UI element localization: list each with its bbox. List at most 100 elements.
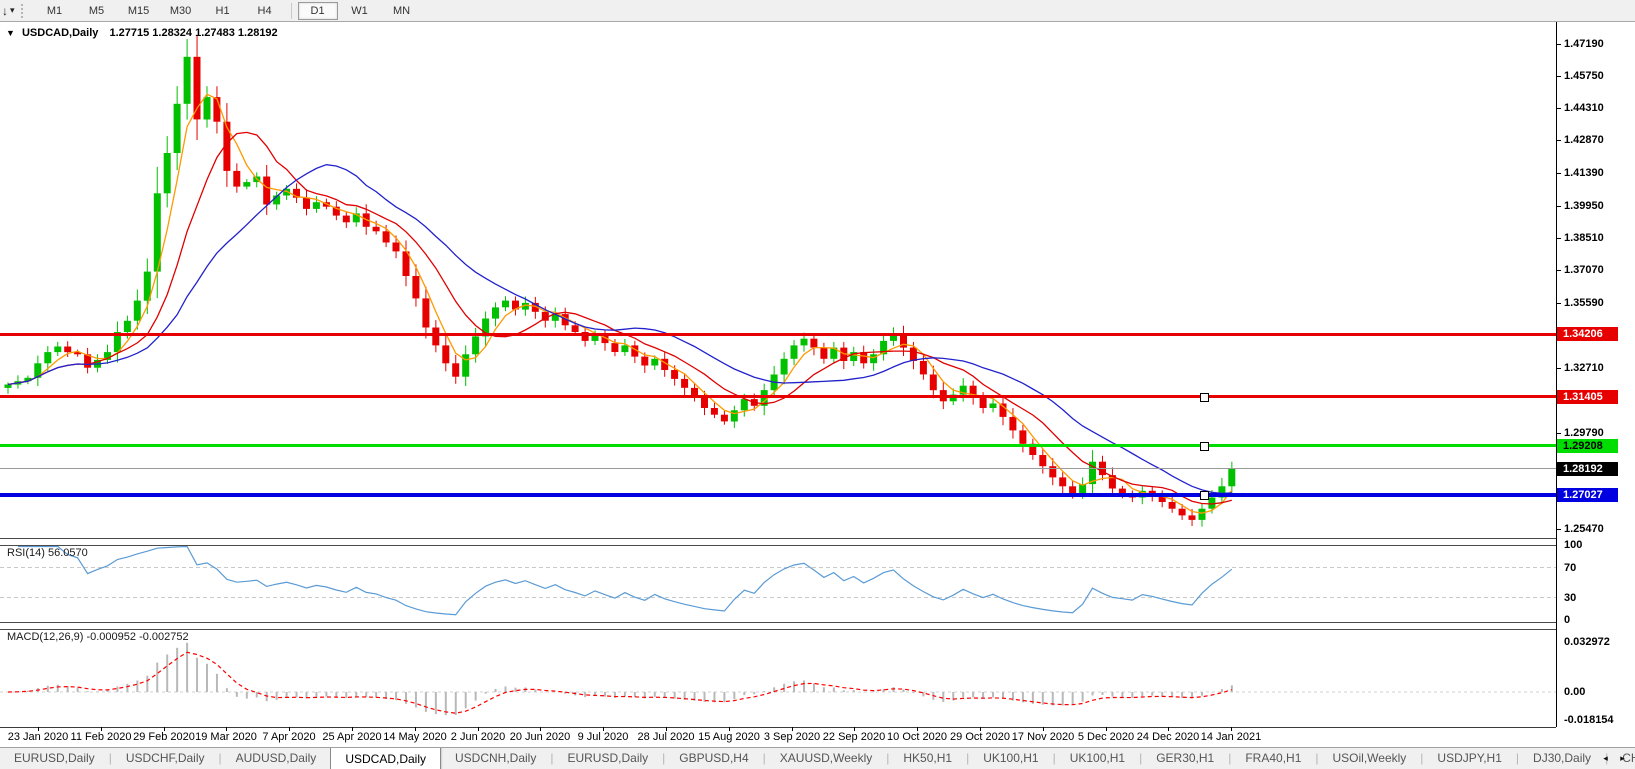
line-anchor-handle[interactable] bbox=[1200, 491, 1209, 500]
tab-separator: | bbox=[1315, 751, 1319, 765]
timeframe-button-h4[interactable]: H4 bbox=[257, 4, 272, 17]
axis-tick-mark bbox=[1557, 44, 1561, 45]
rsi-pane-canvas[interactable] bbox=[0, 545, 1556, 622]
tab-fra40-h1[interactable]: FRA40,H1 bbox=[1245, 751, 1302, 765]
date-label: 3 Sep 2020 bbox=[763, 731, 821, 743]
tab-separator: | bbox=[218, 751, 222, 765]
date-tick-mark bbox=[1231, 727, 1232, 731]
date-label: 5 Dec 2020 bbox=[1077, 731, 1135, 743]
axis-tick-mark bbox=[1557, 368, 1561, 369]
current-price-line-1.28192[interactable] bbox=[0, 468, 1556, 469]
horizontal-line-1.29208[interactable] bbox=[0, 444, 1556, 447]
tab-usdcad-daily[interactable]: USDCAD,Daily bbox=[330, 748, 441, 769]
collapse-triangle-icon[interactable]: ▼ bbox=[6, 28, 15, 38]
axis-tick-mark bbox=[1557, 303, 1561, 304]
tab-usdcnh-daily[interactable]: USDCNH,Daily bbox=[455, 751, 537, 765]
horizontal-line-1.31405[interactable] bbox=[0, 395, 1556, 398]
tab-china300-h1[interactable]: CHINA300,H1 bbox=[1622, 751, 1635, 765]
date-tick-mark bbox=[478, 727, 479, 731]
price-chart-canvas[interactable] bbox=[0, 22, 1556, 538]
date-label: 22 Sep 2020 bbox=[822, 731, 886, 743]
price-tick-label: 1.45750 bbox=[1564, 70, 1604, 82]
tab-separator: | bbox=[1052, 751, 1056, 765]
date-tick-mark bbox=[1168, 727, 1169, 731]
timeframe-button-mn[interactable]: MN bbox=[392, 4, 411, 17]
date-label: 11 Feb 2020 bbox=[70, 731, 132, 743]
price-tick-label: 1.38510 bbox=[1564, 232, 1604, 244]
tab-xauusd-weekly[interactable]: XAUUSD,Weekly bbox=[779, 751, 873, 765]
pane-separator-rsi[interactable] bbox=[0, 538, 1556, 546]
tab-separator: | bbox=[762, 751, 766, 765]
rsi-tick-label: 100 bbox=[1564, 539, 1583, 551]
tab-usoil-weekly[interactable]: USOil,Weekly bbox=[1332, 751, 1407, 765]
time-axis[interactable]: 23 Jan 2020 11 Feb 2020 29 Feb 2020 19 Mar … bbox=[0, 727, 1635, 747]
pane-separator-macd[interactable] bbox=[0, 622, 1556, 630]
timeframe-button-m1[interactable]: M1 bbox=[46, 4, 63, 17]
chart-title: ▼ USDCAD,Daily 1.27715 1.28324 1.27483 1… bbox=[6, 27, 278, 39]
date-label: 29 Oct 2020 bbox=[950, 731, 1010, 743]
tab-uk100-h1[interactable]: UK100,H1 bbox=[983, 751, 1039, 765]
date-label: 10 Oct 2020 bbox=[887, 731, 947, 743]
tab-usdchf-daily[interactable]: USDCHF,Daily bbox=[125, 751, 205, 765]
timeframe-button-m30[interactable]: M30 bbox=[169, 4, 192, 17]
price-badge-1.29208: 1.29208 bbox=[1557, 439, 1618, 453]
tab-separator: | bbox=[1515, 751, 1520, 765]
rsi-indicator-label: RSI(14) 56.0570 bbox=[7, 547, 88, 559]
toolbar-separator bbox=[290, 2, 292, 19]
price-tick-label: 1.42870 bbox=[1564, 134, 1604, 146]
horizontal-line-1.27027[interactable] bbox=[0, 493, 1556, 497]
price-tick-label: 1.41390 bbox=[1564, 167, 1604, 179]
rsi-tick-label: 0 bbox=[1564, 614, 1571, 626]
horizontal-line-1.34206[interactable] bbox=[0, 333, 1556, 336]
date-tick-mark bbox=[101, 727, 102, 731]
date-tick-mark bbox=[917, 727, 918, 731]
line-anchor-handle[interactable] bbox=[1200, 442, 1209, 451]
tab-uk100-h1[interactable]: UK100,H1 bbox=[1069, 751, 1126, 765]
timeframe-button-w1[interactable]: W1 bbox=[351, 4, 368, 17]
timeframe-button-h1[interactable]: H1 bbox=[215, 4, 230, 17]
axis-tick-mark bbox=[1557, 173, 1561, 174]
timeframe-button-m5[interactable]: M5 bbox=[88, 4, 105, 17]
macd-tick-label: -0.018154 bbox=[1564, 714, 1614, 726]
macd-tick-label: 0.032972 bbox=[1564, 636, 1610, 648]
timeframe-button-m15[interactable]: M15 bbox=[127, 4, 150, 17]
tab-dj30-daily[interactable]: DJ30,Daily bbox=[1533, 751, 1592, 765]
axis-tick-mark bbox=[1557, 433, 1561, 434]
tab-separator: | bbox=[108, 751, 112, 765]
date-label: 17 Nov 2020 bbox=[1011, 731, 1075, 743]
cursor-tool-icon[interactable]: ↓ bbox=[2, 3, 8, 18]
macd-pane-canvas[interactable] bbox=[0, 629, 1556, 727]
chevron-down-icon[interactable]: ▾ bbox=[10, 5, 15, 15]
axis-tick-mark bbox=[1557, 108, 1561, 109]
time-axis-line bbox=[0, 727, 1556, 728]
tab-scroll-right-button[interactable]: ▸ bbox=[1620, 753, 1625, 763]
tab-scroll-left-button[interactable]: ◂ bbox=[1603, 753, 1608, 763]
price-badge-1.34206: 1.34206 bbox=[1557, 327, 1618, 341]
price-axis[interactable]: 1.47190 1.45750 1.44310 1.42870 1.41390 1.399… bbox=[1556, 22, 1635, 727]
rsi-tick-label: 30 bbox=[1564, 592, 1577, 604]
price-tick-label: 1.37070 bbox=[1564, 264, 1604, 276]
chart-symbol-label: USDCAD,Daily bbox=[21, 27, 99, 39]
toolbar-grip[interactable] bbox=[20, 3, 28, 18]
tab-hk50-h1[interactable]: HK50,H1 bbox=[903, 751, 953, 765]
axis-tick-mark bbox=[1557, 529, 1561, 530]
tab-eurusd-daily[interactable]: EURUSD,Daily bbox=[567, 751, 649, 765]
tab-audusd-daily[interactable]: AUDUSD,Daily bbox=[235, 751, 317, 765]
date-label: 9 Jul 2020 bbox=[577, 731, 629, 743]
date-tick-mark bbox=[38, 727, 39, 731]
line-anchor-handle[interactable] bbox=[1200, 393, 1209, 402]
date-label: 2 Jun 2020 bbox=[450, 731, 506, 743]
timeframe-button-d1[interactable]: D1 bbox=[297, 1, 338, 20]
tab-ger30-h1[interactable]: GER30,H1 bbox=[1156, 751, 1215, 765]
tab-separator: | bbox=[1228, 751, 1232, 765]
tab-separator: | bbox=[1420, 751, 1424, 765]
timeframe-toolbar: ↓ ▾ M1 M5 M15 M30 H1 H4 D1 W1 MN bbox=[0, 0, 1635, 22]
date-tick-mark bbox=[792, 727, 793, 731]
price-tick-label: 1.29790 bbox=[1564, 427, 1604, 439]
chart-tab-bar: EURUSD,Daily | USDCHF,Daily | AUDUSD,Daily US… bbox=[0, 747, 1635, 769]
date-tick-mark bbox=[540, 727, 541, 731]
tab-gbpusd-h4[interactable]: GBPUSD,H4 bbox=[679, 751, 749, 765]
tab-usdjpy-h1[interactable]: USDJPY,H1 bbox=[1437, 751, 1502, 765]
price-tick-label: 1.47190 bbox=[1564, 38, 1604, 50]
tab-eurusd-daily[interactable]: EURUSD,Daily bbox=[14, 751, 95, 765]
